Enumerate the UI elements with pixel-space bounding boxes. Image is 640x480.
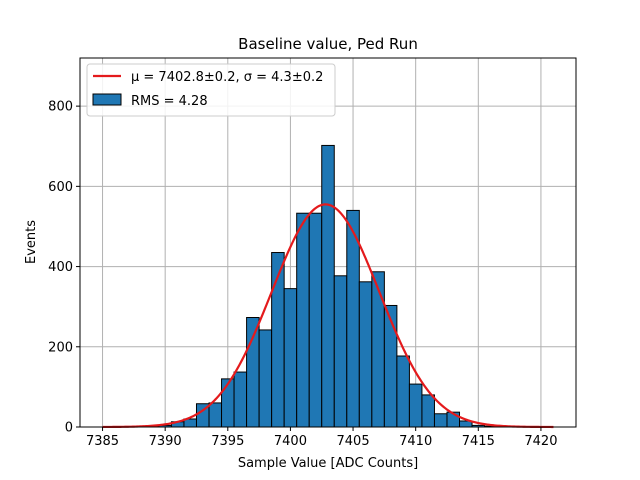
histogram-bar: [358, 281, 373, 428]
y-tick-label: 600: [48, 180, 73, 195]
histogram-bars: [145, 144, 498, 428]
histogram-bar: [371, 271, 385, 428]
histogram-bar: [346, 209, 360, 428]
y-tick-label: 400: [48, 260, 73, 275]
x-tick-label: 7400: [274, 434, 307, 449]
histogram-bar: [421, 394, 435, 428]
legend-hist-swatch: [92, 93, 122, 106]
x-axis-label: Sample Value [ADC Counts]: [238, 456, 418, 471]
legend-box: [86, 63, 336, 117]
chart-title: Baseline value, Ped Run: [238, 35, 418, 53]
histogram-bar: [433, 413, 448, 428]
y-tick-label: 0: [65, 421, 73, 436]
histogram-bar: [258, 329, 273, 428]
histogram-bar: [208, 402, 223, 428]
gaussian-fit: [102, 203, 554, 429]
legend-hist-label: RMS = 4.28: [131, 94, 208, 109]
y-axis-label: Events: [24, 220, 39, 264]
plot-frame: [79, 57, 577, 428]
histogram-bar: [221, 378, 235, 428]
x-axis-ticks: 7385 7390 7395 7400 7405 7410 7415 7420: [86, 427, 557, 449]
histogram-bar: [396, 355, 410, 428]
y-tick-label: 200: [48, 340, 73, 355]
histogram-bar: [296, 212, 310, 428]
histogram-bar: [408, 383, 423, 428]
histogram-bar: [246, 317, 260, 428]
x-tick-label: 7385: [86, 434, 119, 449]
histogram-bar: [308, 212, 323, 428]
histogram-bar: [321, 144, 335, 428]
x-tick-label: 7395: [211, 434, 244, 449]
histogram-bar: [383, 304, 398, 428]
y-tick-label: 800: [48, 100, 73, 115]
x-tick-label: 7410: [399, 434, 432, 449]
legend-fit-label: μ = 7402.8±0.2, σ = 4.3±0.2: [131, 70, 323, 85]
x-tick-label: 7420: [524, 434, 557, 449]
x-tick-label: 7405: [337, 434, 370, 449]
histogram-bar: [233, 371, 248, 428]
fit-curve: [102, 203, 554, 429]
histogram-bar: [333, 275, 348, 428]
y-axis-ticks: 0 200 400 600 800: [48, 100, 80, 436]
histogram-bar: [283, 288, 298, 428]
x-tick-label: 7415: [462, 434, 495, 449]
x-tick-label: 7390: [149, 434, 182, 449]
legend: μ = 7402.8±0.2, σ = 4.3±0.2 RMS = 4.28: [86, 63, 336, 117]
